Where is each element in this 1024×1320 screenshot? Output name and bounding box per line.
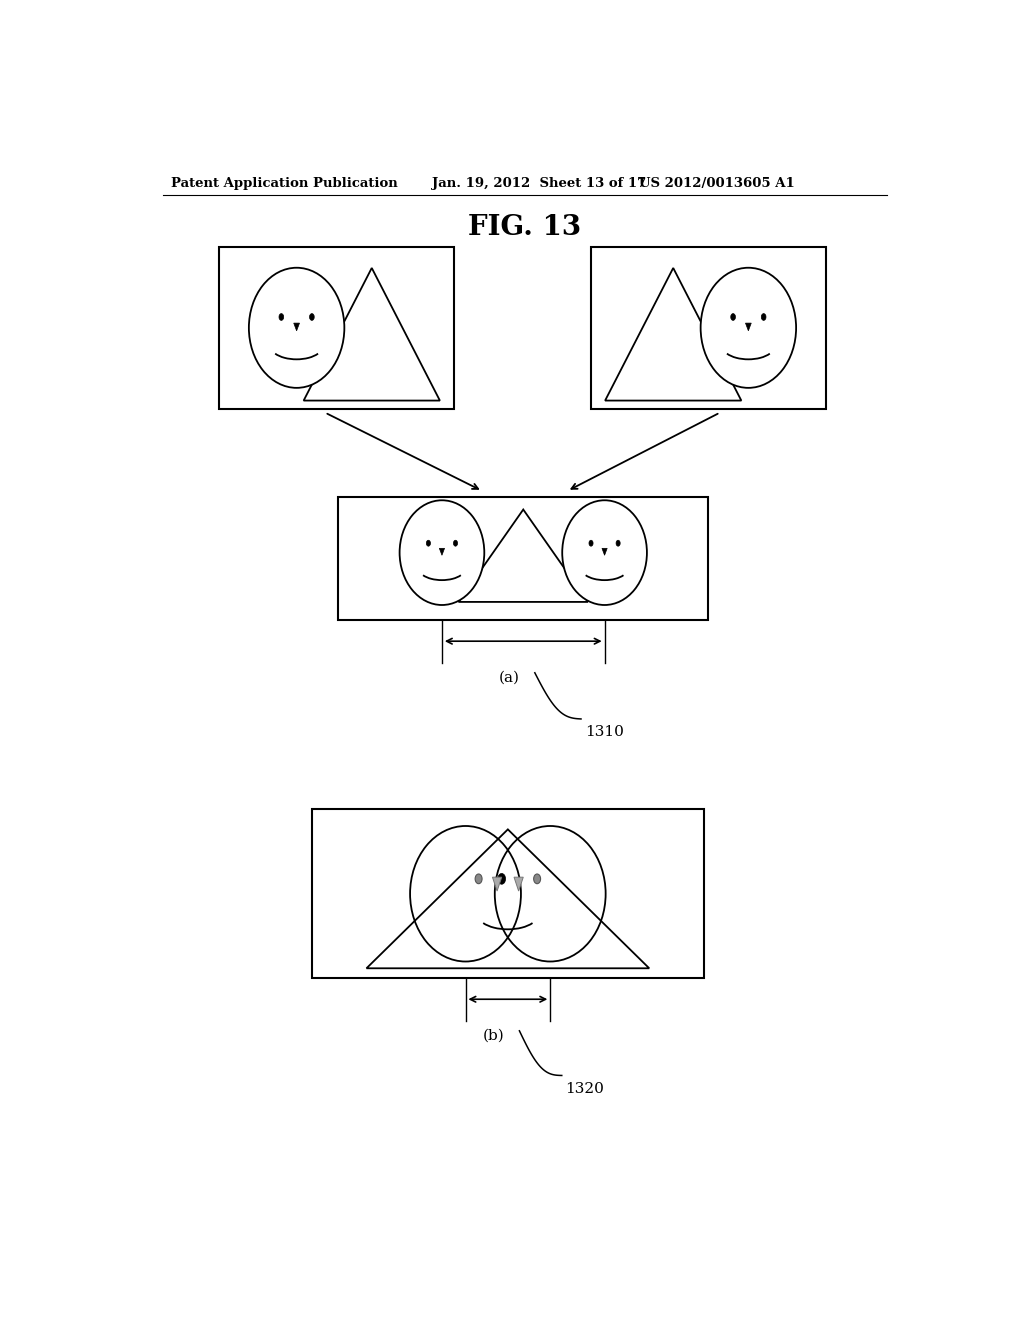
Polygon shape xyxy=(602,548,607,556)
Ellipse shape xyxy=(249,268,344,388)
Text: (a): (a) xyxy=(499,671,520,685)
Polygon shape xyxy=(367,829,649,969)
Ellipse shape xyxy=(700,268,796,388)
Polygon shape xyxy=(493,878,502,891)
Polygon shape xyxy=(294,323,299,331)
Text: (b): (b) xyxy=(483,1028,505,1043)
Ellipse shape xyxy=(309,314,314,321)
Ellipse shape xyxy=(534,874,541,883)
Polygon shape xyxy=(439,548,444,556)
Text: Jan. 19, 2012  Sheet 13 of 17: Jan. 19, 2012 Sheet 13 of 17 xyxy=(432,177,646,190)
Ellipse shape xyxy=(279,314,284,321)
Ellipse shape xyxy=(399,500,484,605)
Text: 1310: 1310 xyxy=(585,725,624,739)
Ellipse shape xyxy=(616,540,621,546)
Bar xyxy=(311,809,705,978)
Polygon shape xyxy=(459,510,588,602)
Ellipse shape xyxy=(454,540,458,546)
Ellipse shape xyxy=(731,314,735,321)
Text: Patent Application Publication: Patent Application Publication xyxy=(171,177,397,190)
Ellipse shape xyxy=(498,874,506,884)
Bar xyxy=(219,247,454,409)
Text: 1320: 1320 xyxy=(565,1081,604,1096)
Bar xyxy=(591,247,826,409)
Text: FIG. 13: FIG. 13 xyxy=(468,214,582,242)
Ellipse shape xyxy=(426,540,430,546)
Polygon shape xyxy=(745,323,752,331)
Ellipse shape xyxy=(562,500,647,605)
Polygon shape xyxy=(605,268,741,400)
Bar xyxy=(339,498,708,620)
Polygon shape xyxy=(304,268,440,400)
Ellipse shape xyxy=(475,874,482,883)
Ellipse shape xyxy=(761,314,766,321)
Text: US 2012/0013605 A1: US 2012/0013605 A1 xyxy=(639,177,795,190)
Ellipse shape xyxy=(589,540,593,546)
Polygon shape xyxy=(514,878,523,891)
